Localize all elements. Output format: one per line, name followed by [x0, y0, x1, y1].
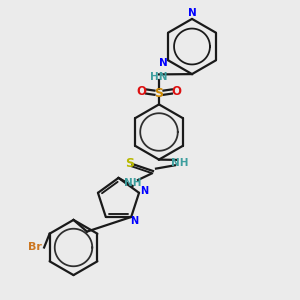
Text: N: N: [159, 58, 168, 68]
Text: NH: NH: [171, 158, 188, 168]
Text: NH: NH: [124, 178, 141, 188]
Text: N: N: [130, 216, 138, 226]
Text: S: S: [125, 157, 134, 170]
Text: HN: HN: [150, 72, 168, 82]
Text: O: O: [136, 85, 147, 98]
Text: N: N: [140, 186, 148, 196]
Text: N: N: [188, 8, 196, 19]
Text: O: O: [171, 85, 182, 98]
Text: S: S: [154, 86, 164, 100]
Text: Br: Br: [28, 242, 42, 253]
